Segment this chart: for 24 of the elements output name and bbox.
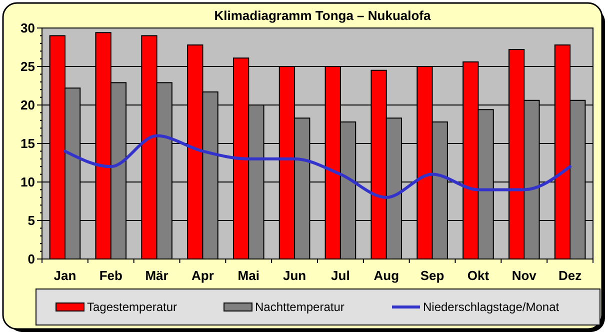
x-tick-label: Dez — [558, 268, 582, 283]
chart-title: Klimadiagramm Tonga – Nukualofa — [214, 8, 432, 23]
x-tick-label: Feb — [99, 268, 122, 283]
y-tick-label: 10 — [20, 174, 35, 190]
x-tick-label: Mai — [238, 268, 260, 283]
x-tick-label: Aug — [374, 268, 400, 283]
x-tick-label: Nov — [512, 268, 538, 283]
line-series — [63, 134, 572, 199]
y-tick-label: 15 — [20, 136, 35, 152]
x-tick-label: Sep — [420, 268, 444, 283]
y-tick-label: 0 — [28, 252, 35, 267]
x-tick-label: Apr — [192, 268, 214, 283]
y-tick-label: 5 — [28, 213, 35, 228]
legend-label: Tagestemperatur — [87, 300, 178, 314]
x-tick-label: Okt — [467, 268, 490, 283]
y-tick-label: 20 — [20, 98, 35, 113]
x-tick-label: Mär — [145, 268, 168, 283]
x-tick-label: Jan — [54, 268, 76, 283]
x-tick-label: Jul — [331, 268, 350, 283]
legend-label: Nachttemperatur — [255, 300, 344, 314]
legend-label: Niederschlagstage/Monat — [423, 300, 560, 314]
x-tick-label: Jun — [282, 268, 306, 283]
y-tick-label: 30 — [20, 20, 35, 36]
y-tick-label: 25 — [20, 59, 35, 74]
